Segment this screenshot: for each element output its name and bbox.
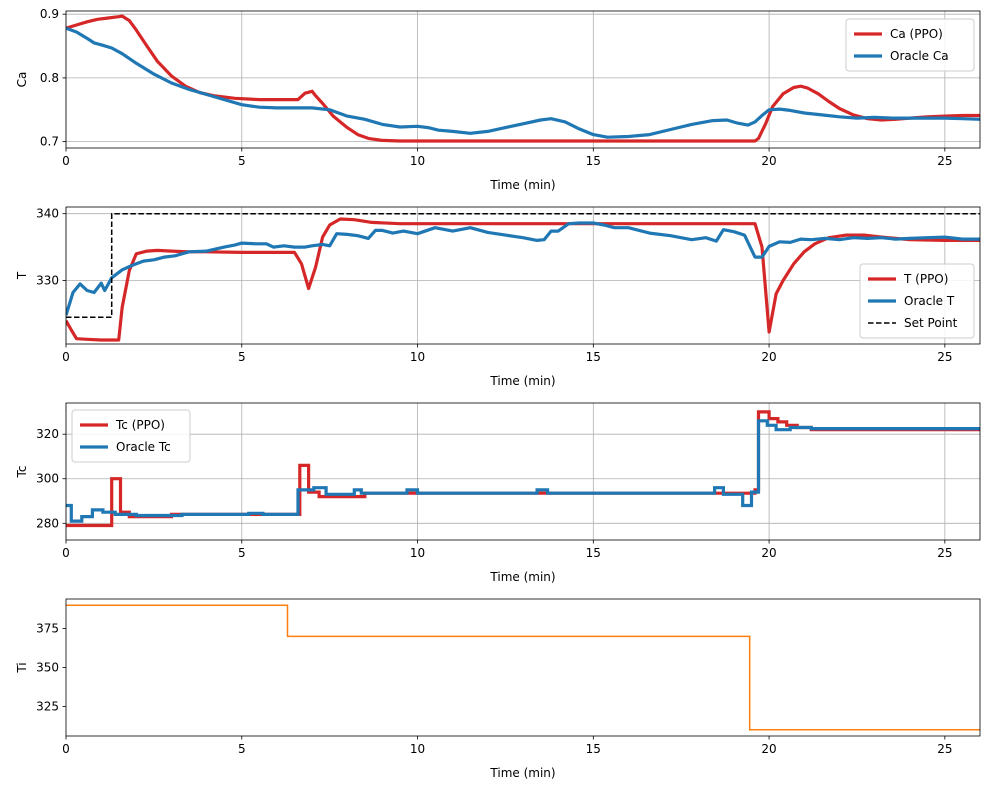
y-tick-label: 0.8 bbox=[40, 71, 59, 85]
x-tick-label: 0 bbox=[62, 742, 70, 756]
legend-box bbox=[859, 263, 975, 339]
y-tick-label: 320 bbox=[36, 427, 59, 441]
y-tick-label: 0.7 bbox=[40, 135, 59, 149]
x-tick-label: 15 bbox=[586, 742, 601, 756]
legend-entry: Tc (PPO) bbox=[115, 418, 165, 432]
y-tick-label: 340 bbox=[36, 207, 59, 221]
y-axis-label: Ti bbox=[15, 662, 29, 673]
x-tick-label: 10 bbox=[410, 742, 425, 756]
x-tick-label: 15 bbox=[586, 154, 601, 168]
y-tick-label: 325 bbox=[36, 699, 59, 713]
x-tick-label: 0 bbox=[62, 154, 70, 168]
y-axis-label: Tc bbox=[15, 466, 29, 479]
axes-frame bbox=[65, 206, 981, 345]
x-tick-label: 25 bbox=[937, 154, 952, 168]
subplot-tc: 0 5 10 15 20 25 280 300 320 Time (min) Tc Tc (PPO) O… bbox=[15, 402, 981, 584]
x-tick-label: 15 bbox=[586, 546, 601, 560]
legend: Tc (PPO) Oracle Tc bbox=[71, 409, 191, 463]
subplot-ca: 0 5 10 15 20 25 0.7 0.8 0.9 Time (min) Ca Ca (PPO) O… bbox=[15, 7, 981, 192]
y-tick-label: 330 bbox=[36, 274, 59, 288]
legend: T (PPO) Oracle T Set Point bbox=[859, 263, 975, 339]
legend-box bbox=[71, 409, 191, 463]
x-axis-label: Time (min) bbox=[489, 374, 555, 388]
series-line-oracle-tc bbox=[66, 419, 980, 523]
x-tick-label: 5 bbox=[238, 350, 246, 364]
legend-entry: Set Point bbox=[904, 316, 958, 330]
x-tick-label: 0 bbox=[62, 546, 70, 560]
series-line-ti bbox=[66, 604, 980, 731]
legend-box bbox=[845, 18, 975, 72]
subplot-ti: 0 5 10 15 20 25 325 350 375 Time (min) Ti bbox=[15, 598, 981, 780]
y-tick-label: 350 bbox=[36, 661, 59, 675]
x-tick-label: 10 bbox=[410, 154, 425, 168]
x-tick-label: 25 bbox=[937, 546, 952, 560]
axes-frame bbox=[65, 598, 981, 737]
x-axis-label: Time (min) bbox=[489, 766, 555, 780]
axes-frame bbox=[65, 10, 981, 149]
x-tick-label: 0 bbox=[62, 350, 70, 364]
y-tick-label: 280 bbox=[36, 516, 59, 530]
series-line-t-ppo bbox=[66, 217, 980, 342]
legend-entry: Oracle Tc bbox=[116, 440, 171, 454]
y-axis-label: T bbox=[15, 271, 29, 280]
x-axis-label: Time (min) bbox=[489, 178, 555, 192]
series-line-set-point bbox=[66, 212, 980, 319]
subplot-t: 0 5 10 15 20 25 330 340 Time (min) T T (PPO) Oracle… bbox=[15, 206, 981, 388]
x-tick-label: 20 bbox=[761, 742, 776, 756]
x-tick-label: 20 bbox=[761, 350, 776, 364]
series-line-oracle-ca bbox=[66, 26, 980, 139]
x-tick-label: 5 bbox=[238, 154, 246, 168]
x-tick-label: 25 bbox=[937, 350, 952, 364]
legend-entry: T (PPO) bbox=[903, 272, 948, 286]
x-tick-label: 5 bbox=[238, 742, 246, 756]
x-tick-label: 20 bbox=[761, 546, 776, 560]
series-line-ca-ppo bbox=[66, 14, 980, 143]
legend-entry: Oracle Ca bbox=[890, 49, 949, 63]
x-tick-label: 10 bbox=[410, 350, 425, 364]
legend: Ca (PPO) Oracle Ca bbox=[845, 18, 975, 72]
x-tick-label: 15 bbox=[586, 350, 601, 364]
series-line-oracle-t bbox=[66, 221, 980, 316]
legend-entry: Ca (PPO) bbox=[890, 27, 943, 41]
axes-frame bbox=[65, 402, 981, 541]
x-tick-label: 5 bbox=[238, 546, 246, 560]
y-axis-label: Ca bbox=[15, 72, 29, 88]
x-tick-label: 20 bbox=[761, 154, 776, 168]
legend-entry: Oracle T bbox=[904, 294, 955, 308]
y-tick-label: 0.9 bbox=[40, 7, 59, 21]
x-axis-label: Time (min) bbox=[489, 570, 555, 584]
x-tick-label: 25 bbox=[937, 742, 952, 756]
y-tick-label: 300 bbox=[36, 472, 59, 486]
y-tick-label: 375 bbox=[36, 622, 59, 636]
x-tick-label: 10 bbox=[410, 546, 425, 560]
